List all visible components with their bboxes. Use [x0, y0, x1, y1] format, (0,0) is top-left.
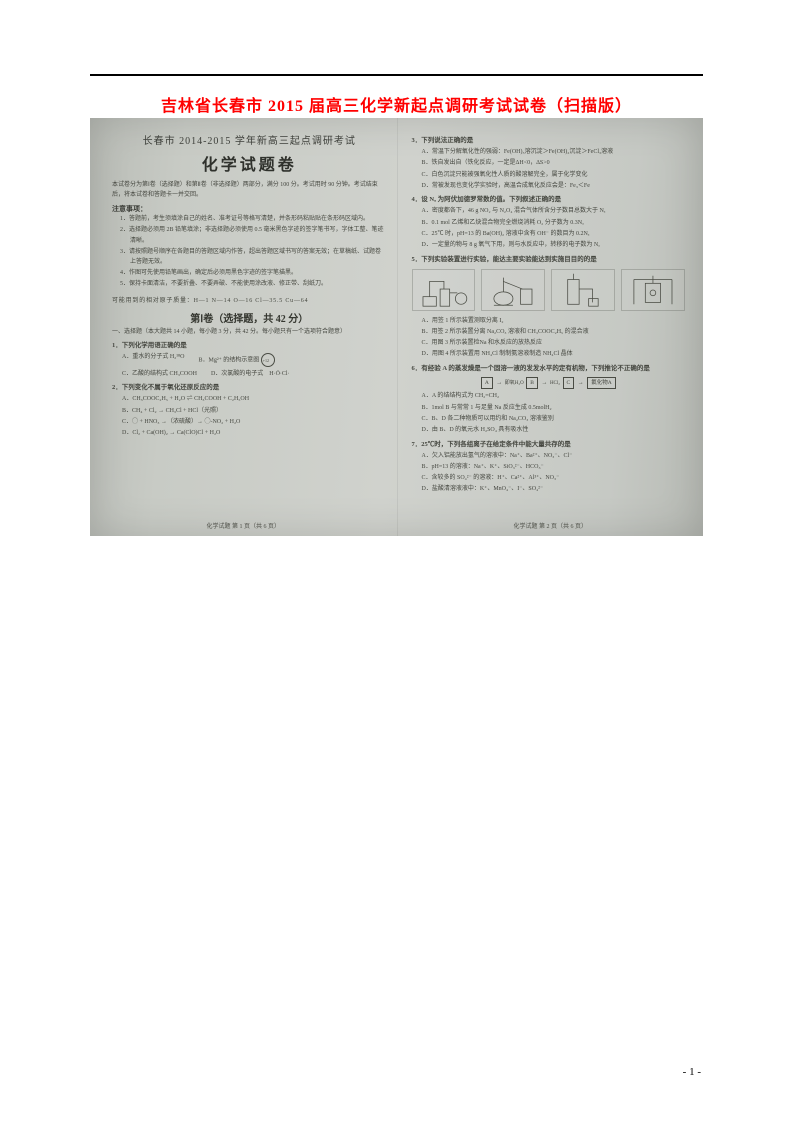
q2-opt-d: D．Cl₂ + Ca(OH)₂ → Ca(ClO)Cl + H₂O: [122, 429, 387, 438]
apparatus-diagram-d: [621, 269, 685, 311]
q6-flow-diagram: A → 即氧H₂O B → HCl₂ C → 氟化物A: [412, 377, 686, 390]
notice-item: 4．作图可先使用铅笔画出，确定后必须用黑色字迹的签字笔描黑。: [120, 268, 387, 278]
q6-opt-c: C．B、D 各二种物质可以用约和 Na₂CO₃ 溶液鉴别: [422, 415, 686, 424]
notice-item: 2．选择题必须用 2B 铅笔填涂；非选择题必须使用 0.5 毫米黑色字迹的签字笔…: [120, 225, 387, 245]
flow-node: C: [563, 377, 575, 390]
section-1-instruction: 一、选择题（本大题共 14 小题，每小题 3 分，共 42 分。每小题只有一个选…: [112, 328, 387, 337]
flow-arrow-icon: →: [496, 380, 502, 386]
question-4: 4．设 Nₐ 为阿伏加德罗常数的值。下列叙述正确的是 A．密度都各下，46 g …: [412, 195, 686, 250]
scan-page-1: 长春市 2014-2015 学年新高三起点调研考试 化学试题卷 本试卷分为第Ⅰ卷…: [90, 118, 397, 536]
q5-opt-c: C．用图 3 所示装置检Na 和水反应的放热反应: [422, 339, 686, 348]
q1-opt-b: B．Mg²⁺ 的结构示意图: [198, 353, 274, 367]
q3-opt-b: B．铁自发出自（铁化反应，一定是ΔH<0，ΔS>0: [422, 159, 686, 168]
q6-opt-b: B．1mol B 与常常 1 与足量 Na 反应生成 0.5molH₂: [422, 404, 686, 413]
q1-opt-a: A．重水的分子式 H₂¹⁸O: [122, 353, 184, 367]
flow-arrow-icon: →: [578, 380, 584, 386]
scan-page-2: 3．下列说法正确的是 A．常温下分解氧化性的强弱：Fe(OH)₃溶沉淀＞Fe(O…: [397, 118, 704, 536]
q6-stem: 6．有经验 A 的蒸发燥是一个固溶一液的发发水平的定有机物，下列推论不正确的是: [412, 364, 686, 374]
q2-opt-b: B．CH₄ + Cl₂ → CH₃Cl + HCl（光照）: [122, 407, 387, 416]
q7-stem: 7．25℃时，下列各组离子在给定条件中能大量共存的是: [412, 440, 686, 450]
flow-node: A: [481, 377, 493, 390]
apparatus-diagram-a: [412, 269, 476, 311]
apparatus-diagrams: [412, 269, 686, 311]
page-number: - 1 -: [683, 1066, 701, 1078]
atom-structure-icon: [261, 353, 275, 367]
question-2: 2．下列变化不属于氧化还原反应的是 A．CH₃COOC₂H₅ + H₂O ⇌ C…: [112, 383, 387, 438]
q3-stem: 3．下列说法正确的是: [412, 136, 686, 146]
q7-opt-c: C．含较多的 SO₄²⁻ 的溶液：H⁺、Ca²⁺、Al³⁺、NO₃⁻: [422, 474, 686, 483]
q4-opt-d: D．一定量的物与 8 g 氧气下用，则与水反应中，转移的电子数为 Nₐ: [422, 241, 686, 250]
notice-item: 1．答题前，考生须填涂自己的姓名、准考证号等格写清楚，并条形码粘贴贴在条形码区域…: [120, 214, 387, 224]
notice-list: 1．答题前，考生须填涂自己的姓名、准考证号等格写清楚，并条形码粘贴贴在条形码区域…: [120, 214, 387, 289]
q3-opt-a: A．常温下分解氧化性的强弱：Fe(OH)₃溶沉淀＞Fe(OH)₂沉淀＞FeCl₃…: [422, 148, 686, 157]
q7-opt-d: D．盐酸清溶液液中：K⁺、MnO₄⁻、I⁻、SO₄²⁻: [422, 485, 686, 494]
page-2-footer: 化学试题 第 2 页（共 6 页）: [413, 521, 688, 530]
notice-item: 5．保持卡面清洁，不要折叠、不要弄破、不能使用涂改液、修正带、刮纸刀。: [120, 279, 387, 289]
question-3: 3．下列说法正确的是 A．常温下分解氧化性的强弱：Fe(OH)₃溶沉淀＞Fe(O…: [412, 136, 686, 191]
flow-node: 氟化物A: [587, 377, 615, 390]
question-5: 5．下列实验装置进行实验，能达主要实验能达到实施目目的的是: [412, 255, 686, 360]
q2-stem: 2．下列变化不属于氧化还原反应的是: [112, 383, 387, 393]
q5-opt-a: A．用签 1 所示装置测取分离 I₂: [422, 317, 686, 326]
q4-opt-b: B．0.1 mol 乙烯和乙炔混合物完全燃烧消耗 O₂ 分子数为 0.3Nₐ: [422, 219, 686, 228]
exam-header-line1: 长春市 2014-2015 学年新高三起点调研考试: [112, 132, 387, 147]
q5-opt-b: B．用签 2 所示装置分离 Na₂CO₃ 溶液和 CH₃COOC₂H₅ 的混合液: [422, 328, 686, 337]
question-6: 6．有经验 A 的蒸发燥是一个固溶一液的发发水平的定有机物，下列推论不正确的是 …: [412, 364, 686, 436]
q7-opt-a: A．欠入铝能放出氢气的溶液中：Na⁺、Ba²⁺、NO₃⁻、Cl⁻: [422, 452, 686, 461]
apparatus-diagram-b: [481, 269, 545, 311]
q1-opt-c: C．乙酸的结构式 CH₃COOH: [122, 370, 197, 379]
question-7: 7．25℃时，下列各组离子在给定条件中能大量共存的是 A．欠入铝能放出氢气的溶液…: [412, 440, 686, 495]
flow-arrow-icon: →: [541, 380, 547, 386]
q3-opt-c: C．白色沉淀只能被强氧化性人质的酸溶解完全，属于化学变化: [422, 171, 686, 180]
q6-opt-a: A．A 的结结构式为 CH₂=CH₂: [422, 392, 686, 401]
scanned-exam-image: 长春市 2014-2015 学年新高三起点调研考试 化学试题卷 本试卷分为第Ⅰ卷…: [90, 118, 703, 536]
flow-node: B: [526, 377, 538, 390]
q4-opt-c: C．25℃ 时，pH=13 的 Ba(OH)₂ 溶液中含有 OH⁻ 的数目为 0…: [422, 230, 686, 239]
flow-label: HCl₂: [550, 381, 560, 386]
flow-label: 即氧H₂O: [505, 381, 524, 386]
question-1: 1．下列化学用语正确的是 A．重水的分子式 H₂¹⁸O B．Mg²⁺ 的结构示意…: [112, 341, 387, 379]
q1-stem: 1．下列化学用语正确的是: [112, 341, 387, 351]
document-title: 吉林省长春市 2015 届高三化学新起点调研考试试卷（扫描版）: [90, 92, 703, 116]
top-rule: [90, 74, 703, 76]
apparatus-diagram-c: [551, 269, 615, 311]
q5-opt-d: D．用图 4 所示装置用 NH₄Cl 制制氨溶液制造 NH₄Cl 晶体: [422, 350, 686, 359]
exam-header-line2: 化学试题卷: [112, 151, 387, 175]
q2-opt-a: A．CH₃COOC₂H₅ + H₂O ⇌ CH₃COOH + C₂H₅OH: [122, 395, 387, 404]
q1-opt-d: D．次氯酸的电子式 H·Ö·Cl·: [211, 370, 290, 379]
q5-stem: 5．下列实验装置进行实验，能达主要实验能达到实施目目的的是: [412, 255, 686, 265]
page-1-footer: 化学试题 第 1 页（共 6 页）: [105, 521, 381, 530]
section-1-title: 第Ⅰ卷（选择题，共 42 分）: [112, 310, 387, 325]
notice-header: 注意事项：: [112, 204, 387, 214]
notice-item: 3．请按照题号顺序在各题目的答题区域内作答，超出答题区域书写的答案无效；在草稿纸…: [120, 247, 387, 267]
q2-opt-c: C．◯ + HNO₃ →（浓硫酸）→ ◯-NO₂ + H₂O: [122, 418, 387, 427]
atomic-masses: 可能用到的相对原子质量：H—1 N—14 O—16 Cl—35.5 Cu—64: [112, 295, 387, 304]
q4-stem: 4．设 Nₐ 为阿伏加德罗常数的值。下列叙述正确的是: [412, 195, 686, 205]
q3-opt-d: D．常被发现也变化学实验时，高温合成氧化反应会是：Fe₃＜Fe: [422, 182, 686, 191]
q6-opt-d: D．由 B、D 的氧元水 H₂SO₄ 具有吸水性: [422, 426, 686, 435]
q4-opt-a: A．密度都各下，46 g NO₂ 与 N₂O₄ 混合气体所含分子数目总数大于 N…: [422, 207, 686, 216]
q7-opt-b: B．pH=13 的溶液：Na⁺、K⁺、SiO₃²⁻、HCO₃⁻: [422, 463, 686, 472]
exam-intro: 本试卷分为第Ⅰ卷（选择题）和第Ⅱ卷（非选择题）两部分，满分 100 分。考试用时…: [112, 181, 387, 200]
